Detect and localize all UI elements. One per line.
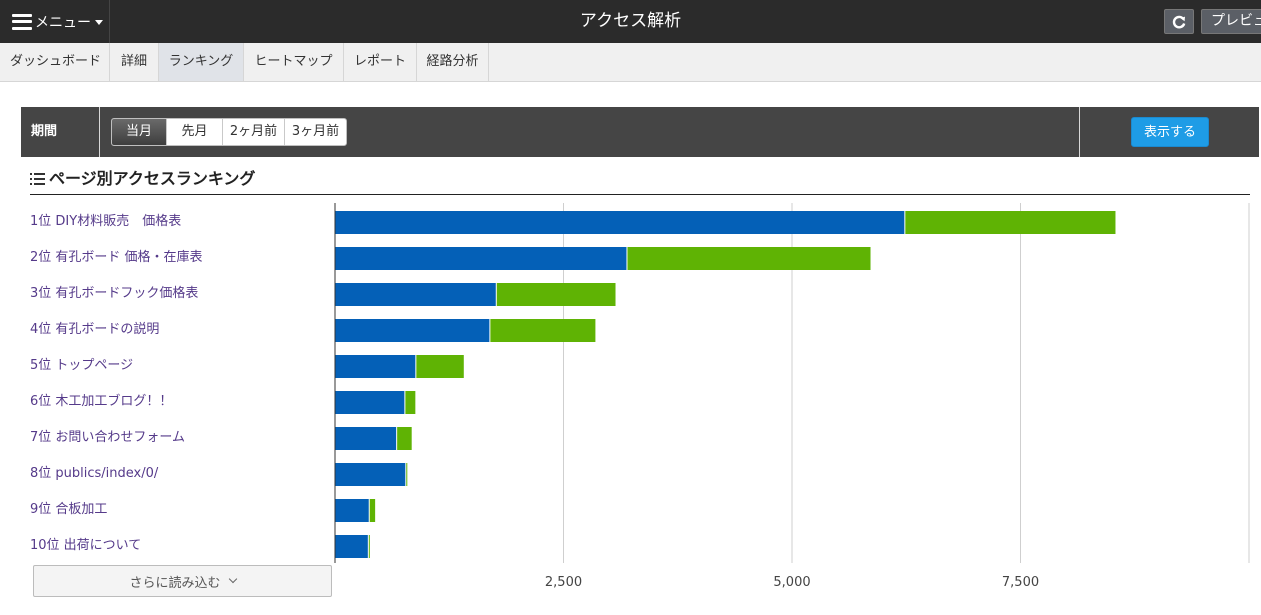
bar-segment — [335, 355, 416, 378]
ranking-item-5[interactable]: 5位 トップページ — [30, 358, 134, 373]
bar-segment — [490, 319, 596, 342]
tab-dashboard[interactable]: ダッシュボード — [0, 43, 110, 81]
hamburger-icon — [12, 13, 32, 30]
bar-segment — [335, 499, 369, 522]
menu-label: メニュー — [35, 14, 91, 31]
x-tick-label: 5,000 — [773, 575, 810, 590]
tab-bar: ダッシュボード 詳細 ランキング ヒートマップ レポート 経路分析 — [0, 43, 1261, 82]
bar-segment — [416, 355, 464, 378]
bar-segment — [335, 427, 397, 450]
tab-report[interactable]: レポート — [344, 43, 417, 81]
ranking-item-9[interactable]: 9位 合板加工 — [30, 502, 108, 517]
bar-segment — [405, 391, 416, 414]
period-label: 期間 — [21, 107, 100, 157]
bar-segment — [335, 283, 496, 306]
chevron-down-icon — [228, 574, 237, 584]
divider — [1079, 107, 1080, 157]
ranking-item-8[interactable]: 8位 publics/index/0/ — [30, 466, 159, 481]
ranking-item-6[interactable]: 6位 木工加工ブログ！！ — [30, 394, 173, 409]
bar-segment — [335, 319, 490, 342]
section-title: ページ別アクセスランキング — [49, 169, 256, 188]
ranking-item-7[interactable]: 7位 お問い合わせフォーム — [30, 430, 186, 445]
tab-details[interactable]: 詳細 — [110, 43, 159, 81]
period-option-2-months-ago[interactable]: 2ヶ月前 — [223, 119, 285, 145]
top-bar: メニュー アクセス解析 プレビュー — [0, 0, 1261, 43]
period-option-this-month[interactable]: 当月 — [112, 119, 167, 145]
x-tick-label: 7,500 — [1002, 575, 1039, 590]
period-option-last-month[interactable]: 先月 — [167, 119, 223, 145]
preview-button[interactable]: プレビュー — [1201, 9, 1261, 34]
tab-ranking[interactable]: ランキング — [159, 43, 244, 81]
bar-segment — [369, 499, 376, 522]
ranking-item-3[interactable]: 3位 有孔ボードフック価格表 — [30, 286, 199, 301]
bar-segment — [335, 247, 627, 270]
bar-segment — [496, 283, 616, 306]
tab-path-analysis[interactable]: 経路分析 — [417, 43, 489, 81]
bar-segment — [335, 391, 405, 414]
bar-segment — [368, 535, 370, 558]
show-button[interactable]: 表示する — [1131, 117, 1209, 147]
bar-segment — [406, 463, 408, 486]
load-more-label: さらに読み込む — [129, 575, 221, 591]
section-header: ページ別アクセスランキング — [30, 168, 1250, 195]
ranking-item-4[interactable]: 4位 有孔ボードの説明 — [30, 322, 160, 337]
bar-segment — [397, 427, 412, 450]
ranking-item-1[interactable]: 1位 DIY材料販売 価格表 — [30, 214, 182, 229]
period-option-3-months-ago[interactable]: 3ヶ月前 — [291, 124, 340, 139]
x-tick-label: 2,500 — [545, 575, 582, 590]
period-panel: 期間 当月 先月 2ヶ月前 3ヶ月前 表示する — [21, 107, 1259, 157]
bar-segment — [905, 211, 1116, 234]
menu-button[interactable]: メニュー — [0, 0, 110, 43]
ranking-item-10[interactable]: 10位 出荷について — [30, 538, 142, 553]
reload-button[interactable] — [1164, 9, 1194, 34]
period-selector: 当月 先月 2ヶ月前 3ヶ月前 — [111, 118, 347, 146]
load-more-button[interactable]: さらに読み込む — [33, 565, 332, 597]
bar-segment — [335, 211, 905, 234]
bar-segment — [627, 247, 871, 270]
bar-segment — [335, 463, 406, 486]
tab-heatmap[interactable]: ヒートマップ — [244, 43, 344, 81]
reload-icon — [1172, 15, 1186, 28]
ranking-item-2[interactable]: 2位 有孔ボード 価格・在庫表 — [30, 250, 203, 265]
bar-segment — [335, 535, 368, 558]
ranking-list-icon — [30, 173, 45, 185]
caret-down-icon — [95, 20, 103, 25]
